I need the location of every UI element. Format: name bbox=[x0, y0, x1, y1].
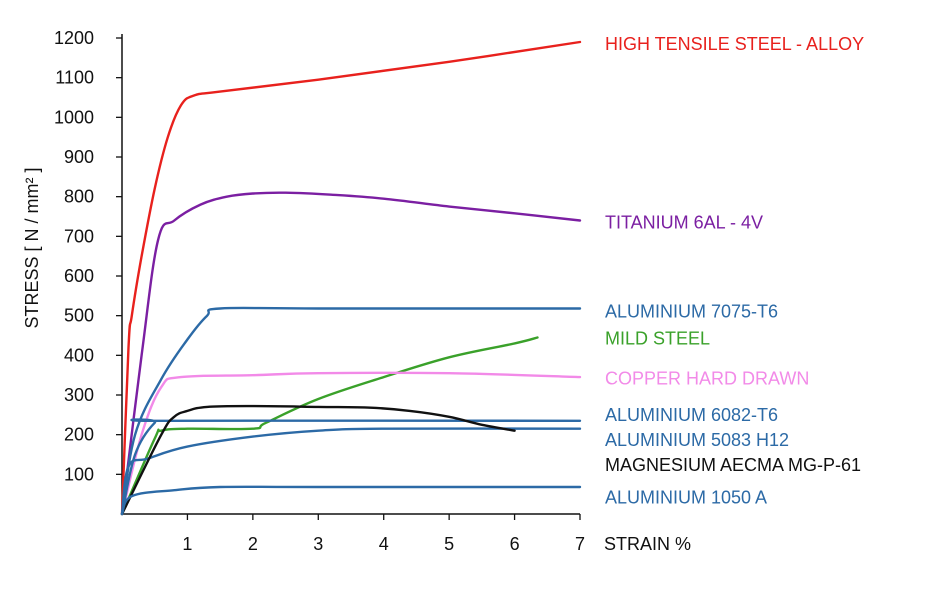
x-tick-label: 3 bbox=[313, 534, 323, 554]
series-label-titanium-6al-4v: TITANIUM 6AL - 4V bbox=[605, 212, 763, 232]
series-line-aluminium-1050-a bbox=[120, 485, 582, 516]
y-tick-label: 900 bbox=[64, 147, 94, 167]
x-tick-label: 6 bbox=[510, 534, 520, 554]
series-line-aluminium-5083-h12 bbox=[120, 427, 582, 516]
series-label-aluminium-6082-t6: ALUMINIUM 6082-T6 bbox=[605, 405, 778, 425]
series-line-copper-hard-drawn bbox=[120, 371, 582, 516]
x-axis-ticks: 1 2 3 4 5 6 7 bbox=[182, 514, 585, 554]
y-tick-label: 200 bbox=[64, 425, 94, 445]
series-label-mild-steel: MILD STEEL bbox=[605, 328, 710, 348]
y-axis-ticks: 100 200 300 400 500 600 700 800 900 1000 1100 1200 bbox=[54, 28, 122, 484]
x-axis: 1 2 3 4 5 6 7 bbox=[122, 513, 585, 554]
series-label-copper-hard-drawn: COPPER HARD DRAWN bbox=[605, 368, 809, 388]
y-tick-label: 1100 bbox=[55, 68, 94, 88]
series-label-aluminium-5083-h12: ALUMINIUM 5083 H12 bbox=[605, 430, 789, 450]
x-tick-label: 4 bbox=[379, 534, 389, 554]
y-tick-label: 100 bbox=[64, 464, 94, 484]
x-axis-title: STRAIN % bbox=[604, 534, 691, 554]
series-line-magnesium-aecma-mg-p-61 bbox=[120, 404, 516, 516]
y-tick-label: 600 bbox=[64, 266, 94, 286]
y-tick-label: 500 bbox=[64, 306, 94, 326]
x-tick-label: 1 bbox=[182, 534, 192, 554]
y-tick-label: 700 bbox=[64, 226, 94, 246]
series-line-titanium-6al-4v bbox=[120, 191, 582, 516]
y-tick-label: 1000 bbox=[54, 107, 94, 127]
series-line-aluminium-6082-t6 bbox=[120, 418, 582, 516]
x-tick-label: 7 bbox=[575, 534, 585, 554]
series-label-magnesium-aecma-mg-p-61: MAGNESIUM AECMA MG-P-61 bbox=[605, 455, 861, 475]
series-label-high-tensile-steel-alloy: HIGH TENSILE STEEL - ALLOY bbox=[605, 34, 864, 54]
x-tick-label: 2 bbox=[248, 534, 258, 554]
series-line-high-tensile-steel-alloy bbox=[120, 40, 582, 516]
series-lines bbox=[120, 40, 582, 516]
series-line-mild-steel bbox=[120, 336, 539, 516]
y-axis: 100 200 300 400 500 600 700 800 900 1000 1100 1200 bbox=[54, 28, 123, 514]
x-tick-label: 5 bbox=[444, 534, 454, 554]
y-tick-label: 300 bbox=[64, 385, 94, 405]
series-label-aluminium-7075-t6: ALUMINIUM 7075-T6 bbox=[605, 302, 778, 322]
y-axis-title: STRESS [ N / mm² ] bbox=[22, 167, 42, 328]
series-label-aluminium-1050-a: ALUMINIUM 1050 A bbox=[605, 487, 767, 507]
y-tick-label: 1200 bbox=[54, 28, 94, 48]
y-tick-label: 400 bbox=[64, 345, 94, 365]
series-labels: HIGH TENSILE STEEL - ALLOY TITANIUM 6AL -… bbox=[605, 34, 864, 507]
y-tick-label: 800 bbox=[64, 187, 94, 207]
